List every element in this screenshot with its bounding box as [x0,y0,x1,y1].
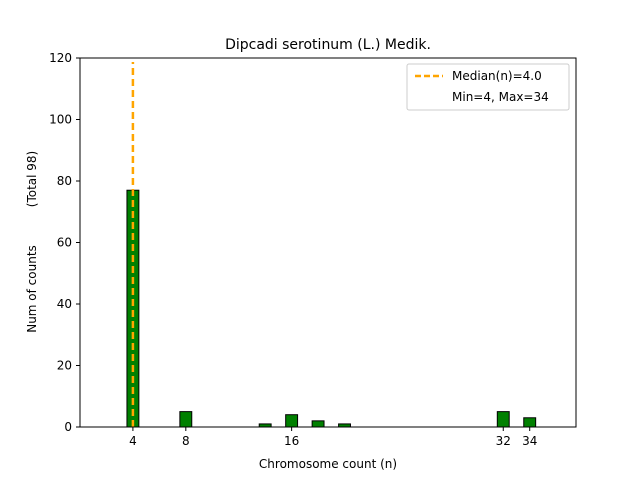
y-tick-label: 120 [49,51,72,65]
bar-n-18 [311,420,325,428]
bar-n-32 [496,411,510,428]
y-tick-label: 0 [64,420,72,434]
x-tick-label: 34 [522,434,537,448]
legend-box [406,63,570,111]
legend-median-label: Median(n)=4.0 [452,69,542,83]
x-tick-label: 32 [496,434,511,448]
x-axis-label: Chromosome count (n) [259,457,397,471]
y-axis-total-label: (Total 98) [25,151,39,207]
y-tick-label: 40 [57,297,72,311]
x-tick-label: 16 [284,434,299,448]
bar-n-8 [179,411,193,428]
y-tick-label: 20 [57,359,72,373]
chart-title: Dipcadi serotinum (L.) Medik. [225,37,431,53]
x-tick-label: 8 [182,434,190,448]
legend: Median(n)=4.0 Min=4, Max=34 [406,63,570,111]
bar-n-34 [523,417,537,428]
y-axis-label: Num of counts [25,245,39,333]
bar-n-16 [285,414,299,428]
legend-range-label: Min=4, Max=34 [452,90,549,104]
y-tick-label: 100 [49,113,72,127]
y-tick-label: 60 [57,236,72,250]
plot-frame [79,57,577,428]
y-tick-label: 80 [57,174,72,188]
x-tick-label: 4 [129,434,137,448]
